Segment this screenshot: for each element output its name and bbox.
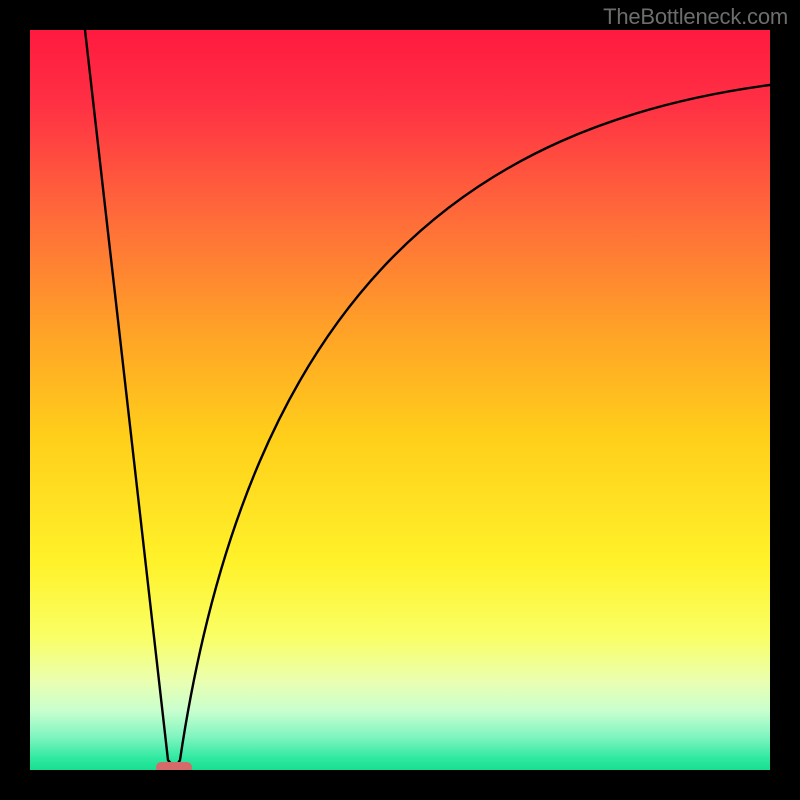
curve-path — [85, 30, 770, 765]
bottleneck-curve — [30, 30, 770, 770]
optimal-marker — [156, 762, 192, 771]
watermark-link[interactable]: TheBottleneck.com — [603, 4, 788, 30]
plot-area — [30, 30, 770, 770]
chart-container: TheBottleneck.com — [0, 0, 800, 800]
